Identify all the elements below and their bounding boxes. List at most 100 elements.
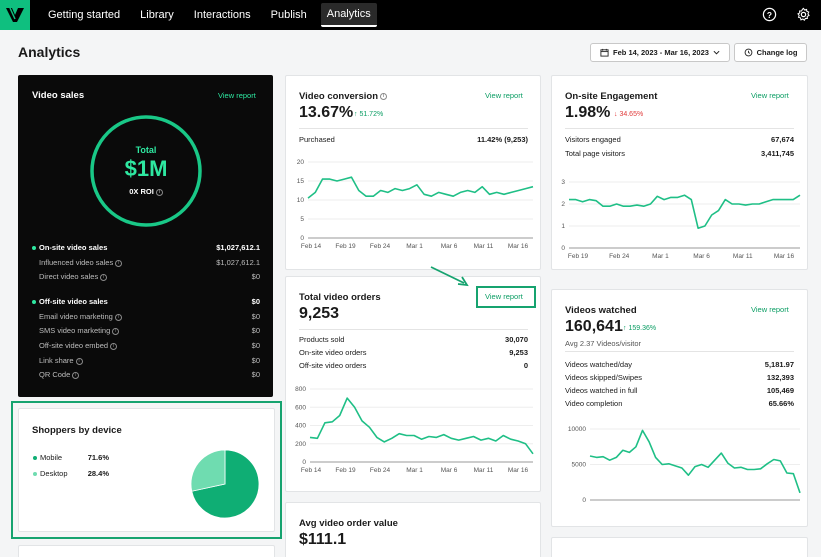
x-tick-label: Mar 11: [474, 243, 494, 250]
video-sales-view-report[interactable]: View report: [218, 91, 256, 100]
sales-ring: [90, 115, 202, 227]
video-sales-card: Video sales View report Total $1M 0X ROI…: [18, 75, 273, 397]
stat-value: 105,469: [766, 386, 794, 395]
y-tick-label: 2: [561, 201, 565, 208]
conversion-view-report[interactable]: View report: [485, 91, 523, 100]
legend-label: Mobile: [40, 453, 63, 462]
legend-value: 71.6%: [87, 453, 109, 462]
x-tick-label: Feb 19: [335, 243, 356, 250]
sales-row-value: $0: [251, 272, 260, 281]
nav-interactions[interactable]: Interactions: [193, 9, 251, 21]
series-line: [307, 176, 534, 199]
desktop-dot-icon: [33, 472, 37, 477]
nav-getting-started[interactable]: Getting started: [48, 9, 121, 21]
info-icon[interactable]: i: [75, 357, 83, 365]
series-line: [309, 397, 534, 455]
sales-row-label: Link share: [39, 356, 74, 365]
bullet-icon: [32, 300, 36, 305]
y-tick-label: 20: [297, 159, 305, 166]
y-tick-label: 200: [295, 441, 306, 448]
legend-value: 28.4%: [87, 469, 109, 478]
legend-mobile: Mobile 71.6%: [33, 453, 109, 462]
stat-label: Off-site video orders: [299, 361, 367, 370]
nav-publish[interactable]: Publish: [270, 9, 307, 21]
avg-order-card: Avg video order value $111.1: [285, 502, 541, 557]
mobile-dot-icon: [33, 456, 37, 461]
info-icon[interactable]: i: [155, 188, 163, 196]
info-icon[interactable]: i: [114, 313, 122, 321]
info-icon[interactable]: i: [115, 259, 123, 267]
skipped-row: Videos skipped/Swipes 132,393: [565, 373, 794, 382]
sales-row-onsite: On-site video sales $1,027,612.1: [32, 243, 260, 252]
x-tick-label: Mar 6: [441, 243, 458, 250]
stat-label: Video completion: [565, 399, 623, 408]
sales-row-label: Email video marketing: [39, 312, 113, 321]
stat-value: 0: [523, 361, 528, 370]
stat-label: Videos watched/day: [565, 360, 632, 369]
x-tick-label: Feb 19: [335, 467, 356, 474]
page-title: Analytics: [18, 44, 81, 60]
x-tick-label: Mar 6: [693, 253, 710, 260]
stat-value: 11.42% (9,253): [477, 135, 528, 144]
y-tick-label: 800: [295, 386, 306, 393]
nav-analytics[interactable]: Analytics: [320, 3, 377, 27]
info-icon[interactable]: i: [112, 327, 120, 335]
stat-value: 67,674: [771, 135, 794, 144]
roi-label: 0X ROI i: [88, 187, 204, 196]
nav-library[interactable]: Library: [140, 9, 174, 21]
sales-row-value: $1,027,612.1: [216, 243, 260, 252]
y-tick-label: 0: [561, 245, 565, 252]
total-orders-card: Total video orders View report 9,253 Pro…: [285, 276, 541, 492]
pie-slice-desktop[interactable]: [190, 449, 226, 492]
watched-value: 160,641: [565, 318, 623, 335]
stat-label: Videos skipped/Swipes: [565, 373, 642, 382]
watched-delta-value: 159.36%: [628, 325, 657, 332]
sales-row-sms: SMS video marketing i $0: [32, 326, 260, 335]
date-range-picker[interactable]: Feb 14, 2023 - Mar 16, 2023: [590, 43, 730, 62]
divider: [299, 329, 528, 330]
engagement-view-report[interactable]: View report: [751, 91, 789, 100]
stat-value: 65.66%: [768, 399, 794, 408]
stat-label: Videos watched in full: [565, 386, 638, 395]
info-icon[interactable]: i: [110, 342, 118, 350]
x-tick-label: Feb 24: [370, 467, 391, 474]
stat-label: Purchased: [299, 135, 335, 144]
conversion-delta-value: 51.72%: [359, 111, 384, 118]
roi-value: 0X ROI: [129, 187, 154, 196]
sales-row-label: SMS video marketing: [39, 326, 111, 335]
watched-day-row: Videos watched/day 5,181.97: [565, 360, 794, 369]
total-visitors-row: Total page visitors 3,411,745: [565, 149, 794, 158]
info-icon[interactable]: i: [380, 92, 388, 100]
orders-view-report[interactable]: View report: [485, 292, 523, 301]
sales-row-direct: Direct video sales i $0: [32, 272, 260, 281]
videos-watched-card: Videos watched View report 160,641 ↑ 159…: [551, 289, 808, 527]
annotation-arrow-icon: [430, 266, 469, 287]
y-tick-label: 10000: [568, 426, 586, 433]
y-tick-label: 3: [561, 179, 565, 186]
gear-icon[interactable]: [795, 6, 811, 22]
history-icon: [744, 48, 752, 57]
video-conversion-title: Video conversion i: [299, 91, 388, 102]
sales-row-label: Off-site video sales: [39, 297, 108, 306]
stat-label: Total page visitors: [565, 149, 626, 158]
x-tick-label: Feb 19: [568, 253, 589, 260]
engagement-delta: ↓ 34.65%: [614, 111, 644, 118]
change-log-button[interactable]: Change log: [734, 43, 807, 62]
watched-view-report[interactable]: View report: [751, 305, 789, 314]
y-tick-label: 0: [300, 235, 304, 242]
change-log-label: Change log: [756, 48, 798, 57]
x-tick-label: Mar 6: [441, 467, 458, 474]
watched-delta: ↑ 159.36%: [623, 325, 657, 332]
x-tick-label: Mar 1: [652, 253, 669, 260]
logo[interactable]: [0, 0, 30, 30]
y-tick-label: 0: [302, 459, 306, 466]
stat-label: Visitors engaged: [565, 135, 621, 144]
bottom-right-card: [551, 537, 808, 557]
completion-row: Video completion 65.66%: [565, 399, 794, 408]
info-icon[interactable]: i: [100, 273, 108, 281]
watched-line-chart: 10000 5000 0: [568, 426, 801, 504]
help-icon[interactable]: ?: [761, 6, 777, 22]
info-icon[interactable]: i: [72, 371, 80, 379]
purchased-row: Purchased 11.42% (9,253): [299, 135, 528, 144]
calendar-icon: [600, 48, 609, 57]
